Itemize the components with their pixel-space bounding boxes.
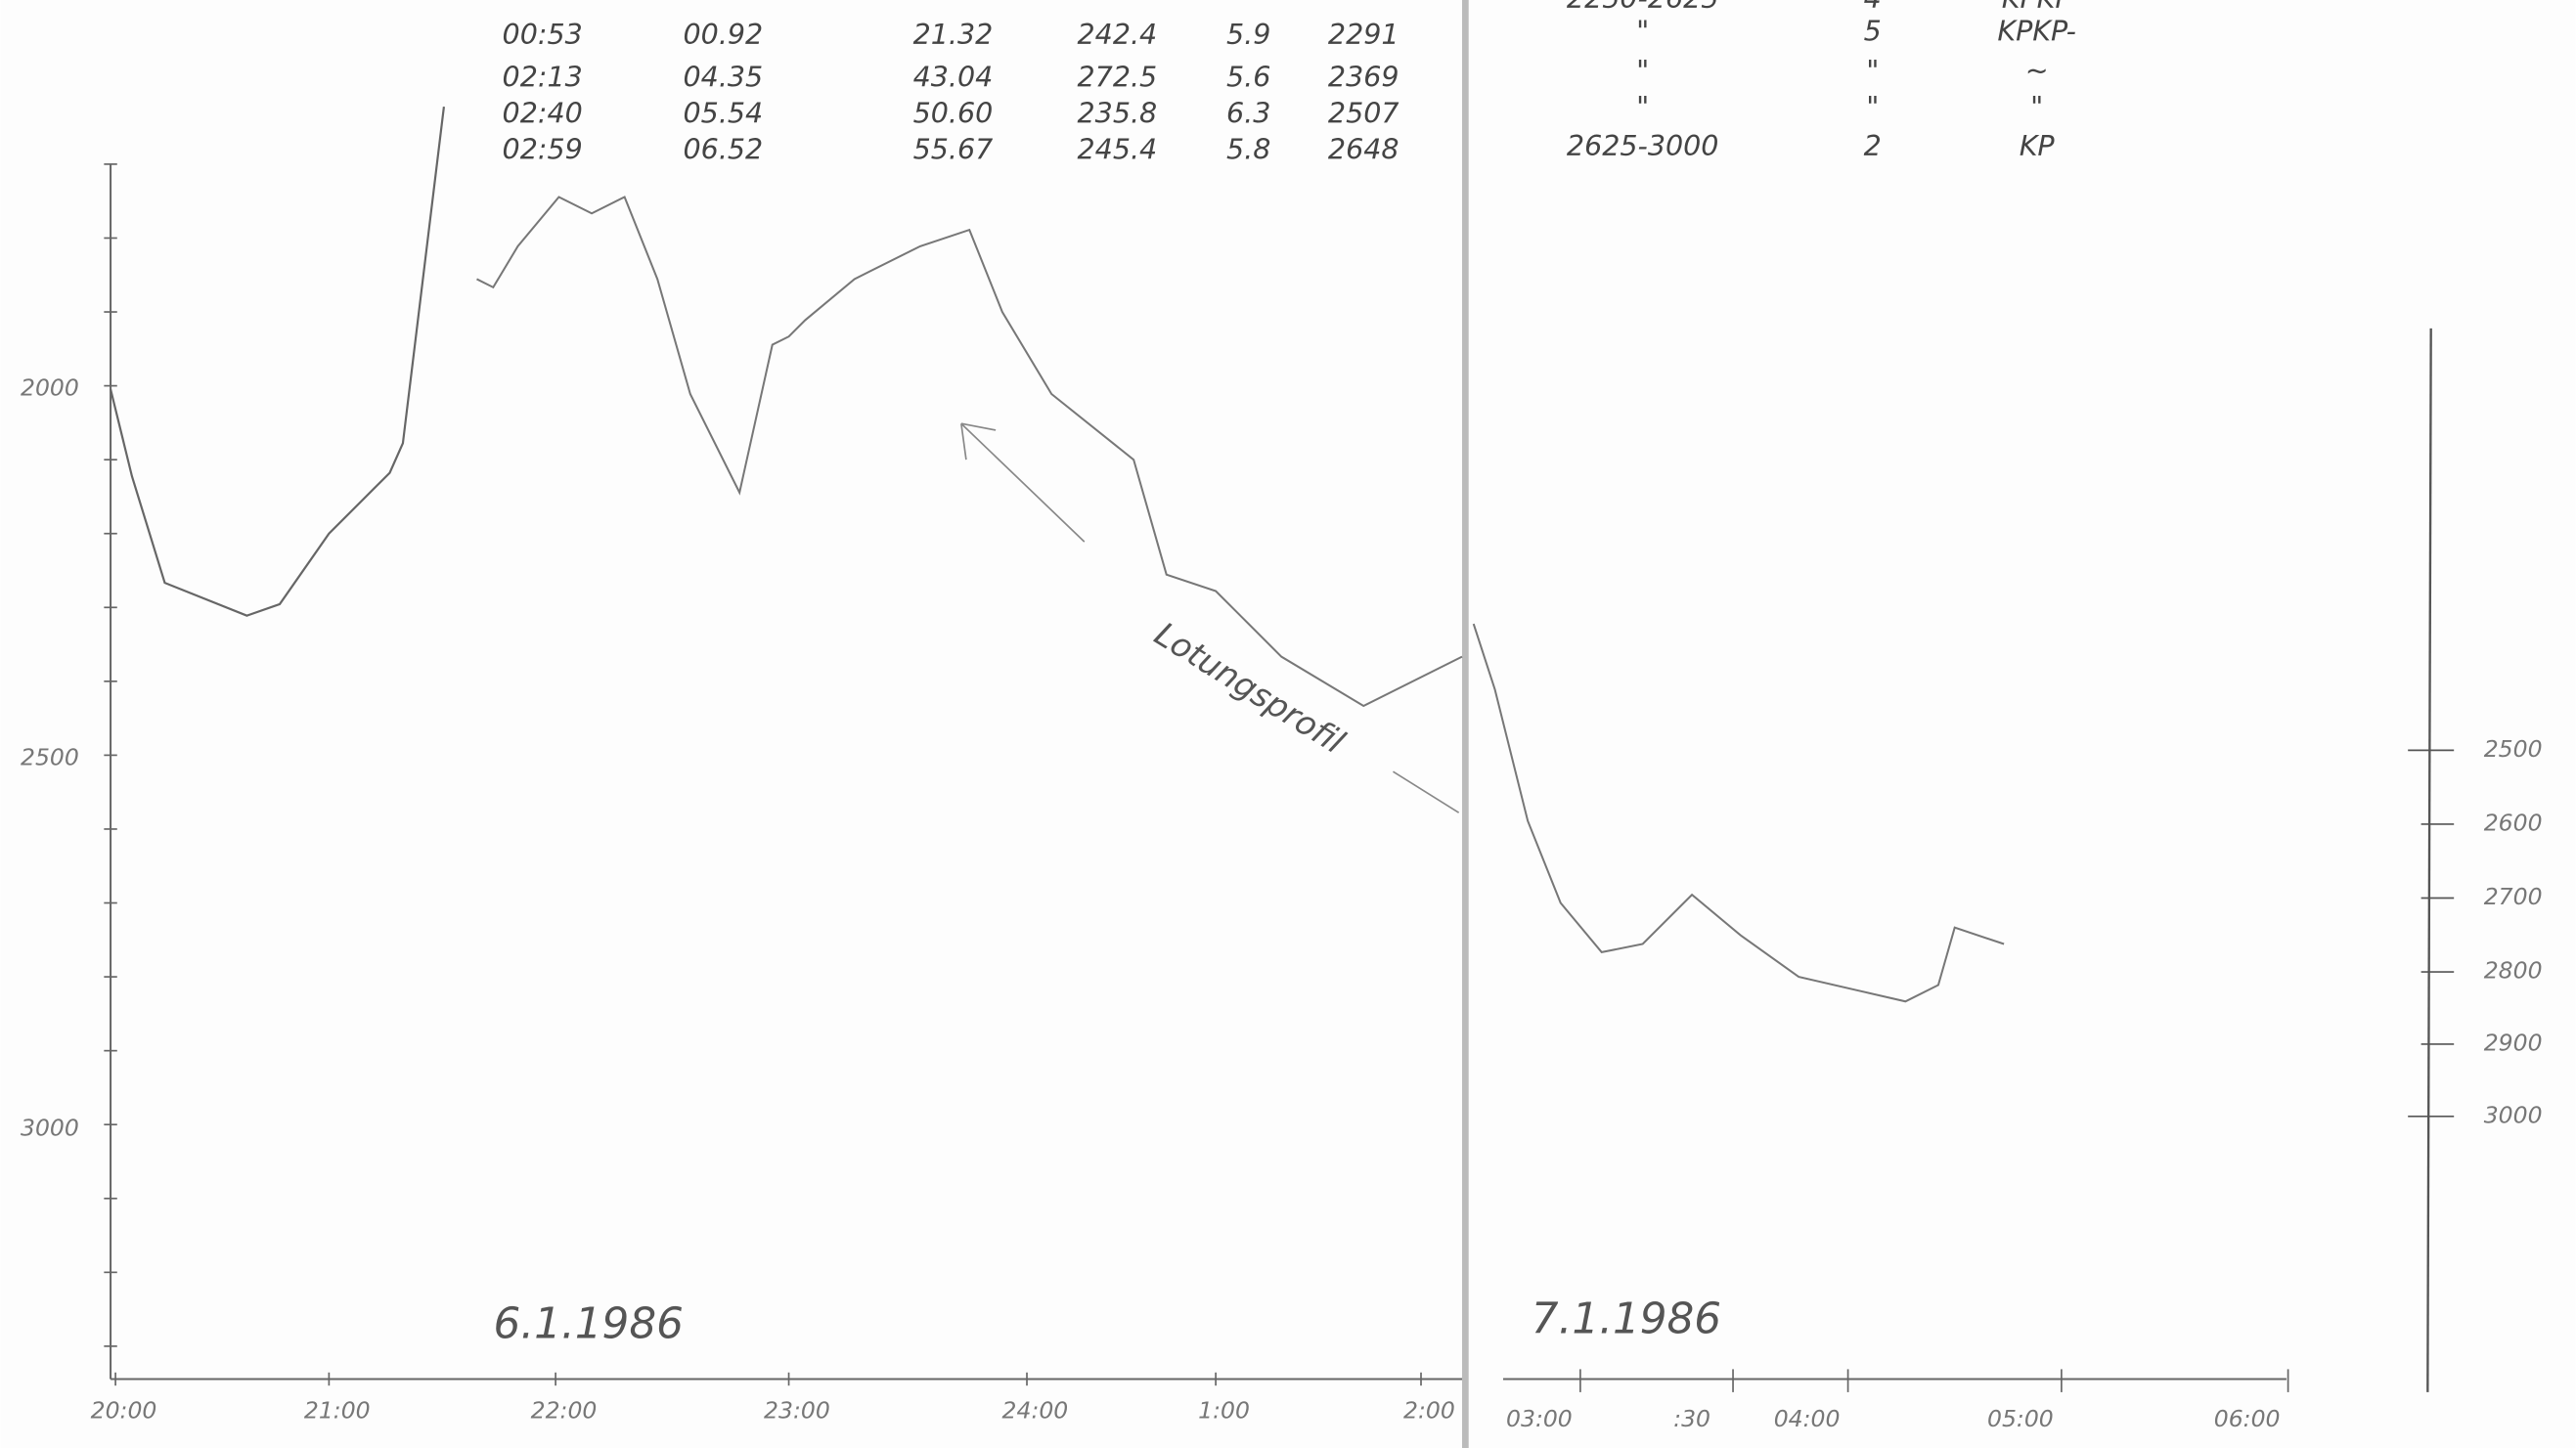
table-cell: 2507 [1328, 98, 1399, 130]
table-cell: 245.4 [1078, 133, 1158, 165]
pointer-line [1393, 770, 1460, 813]
x-tick-label: 05:00 [1987, 1405, 2054, 1432]
table-cell: 50.60 [913, 98, 994, 130]
table-cell: 2625-3000 [1567, 130, 1719, 162]
date: 6.1.1986 [494, 1299, 684, 1349]
table-cell: 2648 [1328, 133, 1399, 165]
y-tick-label: 2700 [2484, 883, 2543, 910]
y-tick-label: 2500 [2484, 735, 2543, 763]
depth-curve [1472, 623, 2005, 1003]
depth-curve [109, 107, 446, 617]
table-cell: 06.52 [684, 133, 764, 165]
y-tick-label: 3000 [21, 1115, 79, 1142]
table-cell: 5 [1864, 16, 1882, 48]
table-cell: 5.6 [1226, 62, 1270, 94]
table-cell: " [2030, 91, 2043, 123]
table-cell: KPKP- [1997, 16, 2076, 48]
arrow [960, 422, 1086, 543]
table-cell: " [1866, 91, 1879, 123]
x-tick-label: 21:00 [304, 1397, 371, 1425]
y-tick-label: 2500 [21, 743, 79, 770]
table-cell: " [1636, 91, 1649, 123]
x-tick-label: 22:00 [531, 1397, 598, 1425]
y-tick-label: 2600 [2484, 809, 2543, 836]
table-cell: 21.32 [913, 19, 994, 51]
table-cell: " [1636, 16, 1649, 48]
date: 7.1.1986 [1532, 1294, 1721, 1344]
depth-curve [476, 196, 1463, 708]
y-tick-label: 2900 [2484, 1029, 2543, 1056]
table-cell: 4 [1864, 0, 1882, 15]
table-cell: 02:13 [503, 62, 583, 94]
table-cell: 04.35 [684, 62, 764, 94]
x-tick-label: 1:00 [1198, 1397, 1250, 1425]
table-cell: 6.3 [1226, 98, 1270, 130]
x-tick-label: 2:00 [1403, 1397, 1455, 1425]
table-cell: 02:59 [503, 133, 583, 165]
table-cell: ~ [2025, 55, 2049, 87]
table-cell: 272.5 [1078, 62, 1158, 94]
table-cell: 2 [1864, 130, 1882, 162]
x-tick-label: :30 [1673, 1405, 1710, 1432]
table-cell: 02:40 [503, 98, 583, 130]
table-cell: 00:53 [503, 19, 583, 51]
x-tick-label: 23:00 [764, 1397, 830, 1425]
table-cell: 5.8 [1226, 133, 1270, 165]
table-cell: " [1636, 55, 1649, 87]
y-tick-label: 2800 [2484, 957, 2543, 985]
table-cell: 43.04 [913, 62, 994, 94]
table-cell: 55.67 [913, 133, 994, 165]
table-cell: " [1866, 55, 1879, 87]
x-tick-label: 03:00 [1506, 1405, 1573, 1432]
table-cell: 235.8 [1078, 98, 1158, 130]
x-tick-label: 04:00 [1774, 1405, 1841, 1432]
table-cell: 242.4 [1078, 19, 1158, 51]
table-cell: 00.92 [684, 19, 764, 51]
table-cell: 5.9 [1226, 19, 1270, 51]
y-tick-label: 3000 [2484, 1101, 2543, 1128]
x-tick-label: 20:00 [91, 1397, 157, 1425]
table-cell: KP [2020, 130, 2056, 162]
table-cell: 2291 [1328, 19, 1399, 51]
table-cell: 05.54 [684, 98, 764, 130]
table-cell: 2250-2625 [1567, 0, 1719, 15]
y-tick-label: 2000 [21, 373, 79, 401]
table-cell: 2369 [1328, 62, 1399, 94]
table-cell: KPKP [2002, 0, 2073, 15]
right-axis-line [2426, 328, 2432, 1392]
x-tick-label: 06:00 [2214, 1405, 2281, 1432]
x-tick-label: 24:00 [1002, 1397, 1069, 1425]
